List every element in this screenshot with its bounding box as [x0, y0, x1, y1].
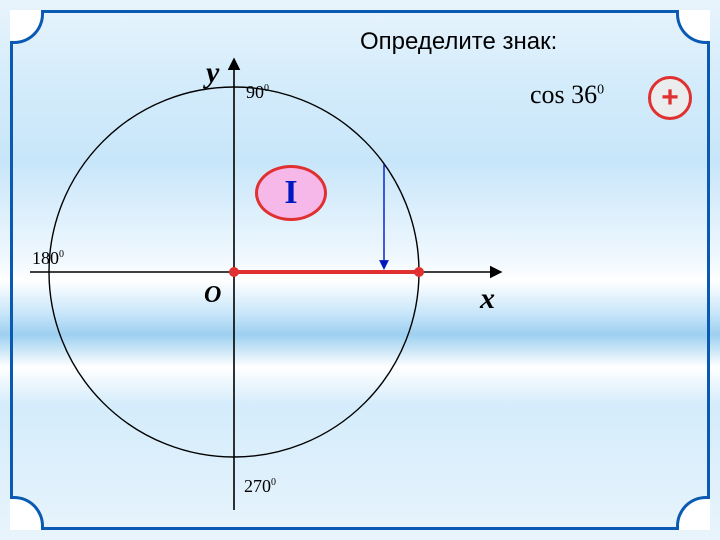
origin-point	[229, 267, 239, 277]
angle-label-180: 1800	[32, 248, 64, 269]
angle-value: 180	[32, 248, 59, 268]
angle-label-90: 900	[246, 82, 269, 103]
x-axis-label: x	[480, 282, 495, 316]
unit-circle-diagram	[0, 0, 720, 540]
origin-label: O	[204, 282, 221, 309]
y-axis-label: y	[206, 56, 219, 90]
quadrant-badge: I	[255, 165, 327, 221]
angle-value: 270	[244, 476, 271, 496]
angle-label-270: 2700	[244, 476, 276, 497]
circle-point	[414, 267, 424, 277]
stage: Определите знак: cos 360 + I x y O 900 1…	[0, 0, 720, 540]
quadrant-label: I	[284, 174, 297, 212]
angle-value: 90	[246, 82, 264, 102]
